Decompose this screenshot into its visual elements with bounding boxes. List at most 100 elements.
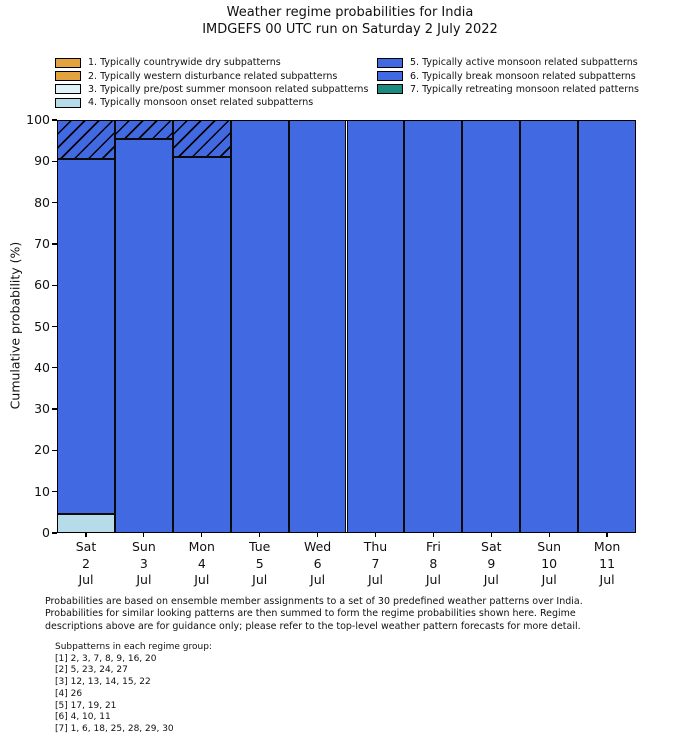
x-tick-label-line: 5 xyxy=(255,555,264,571)
y-tick-label-20: 20 xyxy=(34,442,50,458)
legend-swatch-regime-4 xyxy=(55,97,81,108)
x-tick-mark-9 xyxy=(490,533,492,537)
bar-segment-regime-5 xyxy=(114,138,173,533)
subpattern-group-3: [3] 12, 13, 14, 15, 22 xyxy=(55,677,151,688)
x-tick-label-line: Mon xyxy=(593,539,621,554)
bar-segment-regime-4 xyxy=(57,514,115,533)
y-tick-label-30: 30 xyxy=(34,401,50,417)
legend-label-regime-1: 1. Typically countrywide dry subpatterns xyxy=(88,57,281,69)
x-tick-label-line: Sun xyxy=(537,539,562,554)
x-tick-label-line: Jul xyxy=(425,572,441,587)
x-tick-label-sat-9: Sat 9 Jul xyxy=(462,539,520,589)
legend-item-regime-6: 6. Typically break monsoon related subpa… xyxy=(377,69,639,82)
footnote-line: Probabilities for similar looking patter… xyxy=(45,608,576,620)
x-tick-label-line: 7 xyxy=(371,555,380,571)
subpattern-group-1: [1] 2, 3, 7, 8, 9, 16, 20 xyxy=(55,653,157,664)
footnote-line: Probabilities are based on ensemble memb… xyxy=(45,596,583,607)
legend-label-regime-5: 5. Typically active monsoon related subp… xyxy=(410,57,638,69)
x-tick-label-line: 8 xyxy=(429,555,438,571)
y-tick-mark-60 xyxy=(52,284,57,286)
y-tick-label-100: 100 xyxy=(26,112,50,127)
legend-label-regime-7: 7. Typically retreating monsoon related … xyxy=(410,83,639,95)
bar-wed-6-jul xyxy=(288,120,347,533)
y-tick-label-40: 40 xyxy=(34,359,50,375)
x-tick-label-sun-10: Sun 10 Jul xyxy=(520,539,578,589)
legend-swatch-regime-3 xyxy=(55,84,81,95)
x-tick-label-line: Jul xyxy=(541,572,557,587)
x-tick-label-line: Jul xyxy=(252,572,268,587)
x-tick-label-fri-8: Fri 8 Jul xyxy=(404,539,462,589)
x-tick-mark-5 xyxy=(259,533,261,537)
x-tick-label-wed-6: Wed 6 Jul xyxy=(289,539,347,589)
legend-swatch-regime-2-hatched xyxy=(55,71,81,82)
x-tick-label-line: Fri xyxy=(425,539,441,554)
subpatterns-list: Subpatterns in each regime group: [1] 2,… xyxy=(55,642,212,736)
subpattern-group-2: [2] 5, 23, 24, 27 xyxy=(55,665,128,676)
y-tick-mark-80 xyxy=(52,201,57,204)
x-tick-mark-2 xyxy=(85,533,87,537)
x-tick-label-line: 3 xyxy=(139,555,148,571)
x-tick-mark-3 xyxy=(143,533,145,537)
legend-label-regime-6: 6. Typically break monsoon related subpa… xyxy=(410,70,636,82)
x-tick-label-sun-3: Sun 3 Jul xyxy=(115,539,173,589)
legend-label-regime-2: 2. Typically western disturbance related… xyxy=(88,70,338,82)
legend-item-regime-3: 3. Typically pre/post summer monsoon rel… xyxy=(55,83,368,96)
bar-segment-regime-5 xyxy=(462,120,521,533)
y-tick-mark-90 xyxy=(52,160,57,162)
y-tick-label-90: 90 xyxy=(34,153,50,169)
chart-title-block: Weather regime probabilities for India I… xyxy=(0,5,700,38)
bar-sun-10-jul xyxy=(520,120,579,533)
x-tick-mark-4 xyxy=(201,533,203,537)
bar-segment-regime-5 xyxy=(230,120,289,533)
x-tick-label-line: Sat xyxy=(481,539,502,554)
bar-segment-regime-6 xyxy=(114,120,173,139)
y-tick-label-80: 80 xyxy=(34,194,50,210)
x-tick-label-line: 10 xyxy=(541,555,558,571)
bar-segment-regime-6 xyxy=(172,120,231,158)
bar-sat-9-jul xyxy=(462,120,521,533)
bar-tue-5-jul xyxy=(230,120,289,533)
chart-title-line1: Weather regime probabilities for India xyxy=(226,5,474,20)
x-tick-label-mon-4: Mon 4 Jul xyxy=(173,539,231,589)
legend-item-regime-2: 2. Typically western disturbance related… xyxy=(55,69,368,82)
subpattern-group-7: [7] 1, 6, 18, 25, 28, 29, 30 xyxy=(55,723,174,734)
x-tick-label-line: 9 xyxy=(487,555,496,571)
bar-mon-11-jul xyxy=(578,120,636,533)
x-tick-label-line: Jul xyxy=(194,572,210,587)
x-tick-label-line: Jul xyxy=(483,572,499,587)
subpattern-group-6: [6] 4, 10, 11 xyxy=(55,712,111,723)
bar-mon-4-jul xyxy=(172,120,231,533)
legend-swatch-regime-1 xyxy=(55,57,81,68)
chart-title-line2: IMDGEFS 00 UTC run on Saturday 2 July 20… xyxy=(202,21,498,37)
legend-swatch-regime-5 xyxy=(377,57,403,68)
subpattern-group-4: [4] 26 xyxy=(55,688,83,699)
x-tick-label-line: 4 xyxy=(197,555,206,571)
legend-item-regime-5: 5. Typically active monsoon related subp… xyxy=(377,56,639,69)
x-tick-label-line: Wed xyxy=(303,539,332,554)
legend-swatch-regime-6-hatched xyxy=(377,71,403,82)
x-tick-label-line: Jul xyxy=(599,572,615,587)
x-tick-label-line: 6 xyxy=(313,555,322,571)
footnote-line: descriptions above are for guidance only… xyxy=(45,620,581,632)
subpattern-group-5: [5] 17, 19, 21 xyxy=(55,700,117,711)
y-tick-mark-0 xyxy=(52,532,57,534)
x-tick-label-line: Jul xyxy=(310,572,326,587)
y-tick-mark-70 xyxy=(52,243,57,245)
x-tick-label-line: Jul xyxy=(367,572,384,587)
y-tick-label-0: 0 xyxy=(42,525,50,540)
x-tick-label-line: Mon xyxy=(188,539,215,554)
footnote-text: Probabilities are based on ensemble memb… xyxy=(45,596,583,633)
x-tick-label-line: Jul xyxy=(136,572,152,587)
y-tick-label-10: 10 xyxy=(34,483,50,499)
bar-segment-regime-5 xyxy=(346,120,405,533)
legend-column-left: 1. Typically countrywide dry subpatterns… xyxy=(55,56,368,110)
x-tick-mark-8 xyxy=(432,533,434,537)
x-tick-label-sat-2: Sat 2 Jul xyxy=(57,539,115,589)
x-tick-label-mon-11: Mon 11 Jul xyxy=(578,539,636,589)
plot-area xyxy=(57,120,636,533)
bar-segment-regime-5 xyxy=(578,120,636,533)
bar-segment-regime-5 xyxy=(520,120,579,533)
bar-sun-3-jul xyxy=(114,120,173,533)
bar-sat-2-jul xyxy=(57,120,115,533)
legend-label-regime-3: 3. Typically pre/post summer monsoon rel… xyxy=(88,83,369,95)
